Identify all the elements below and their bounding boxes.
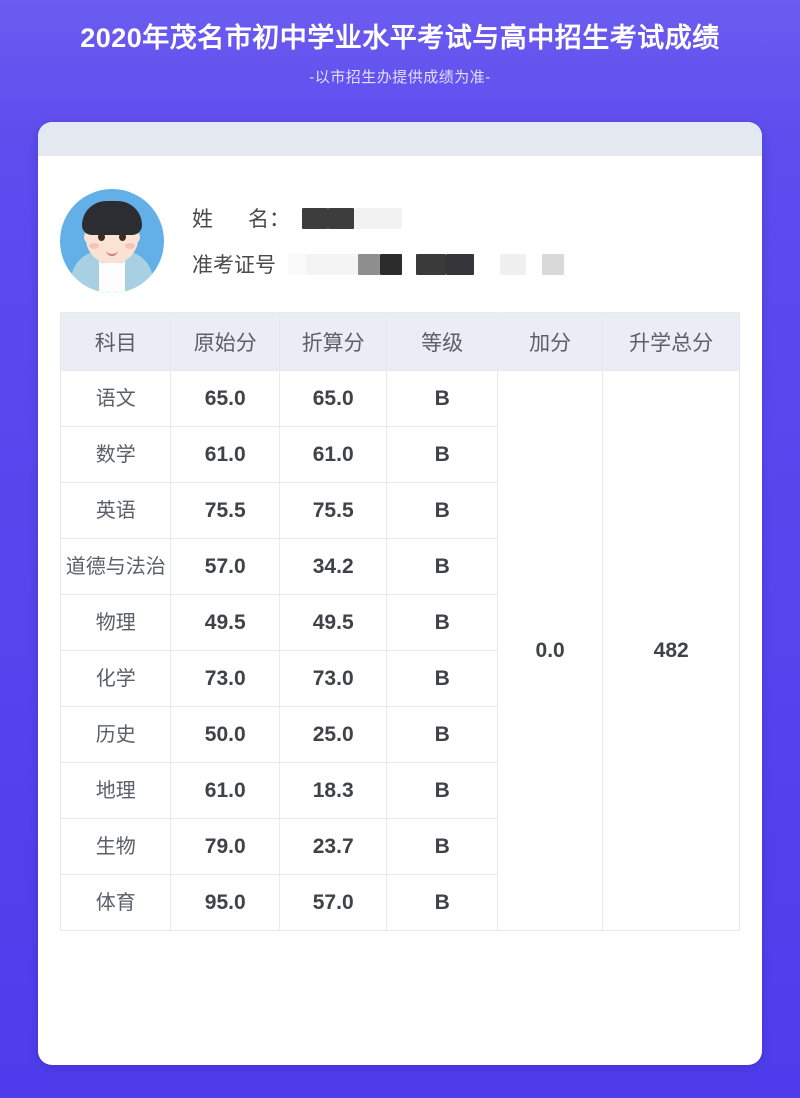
exam-id-redaction-block: [288, 253, 306, 275]
exam-id-redaction-block: [402, 253, 416, 275]
column-header-grade: 等级: [386, 312, 498, 371]
cell-grade: B: [386, 706, 498, 763]
cell-subject: 地理: [59, 762, 172, 819]
card-top-strip: [38, 122, 762, 156]
cell-raw-score: 95.0: [170, 874, 280, 931]
cell-converted-score: 73.0: [278, 650, 388, 707]
page-header: 2020年茂名市初中学业水平考试与高中招生考试成绩 -以市招生办提供成绩为准-: [0, 0, 800, 89]
exam-id-redaction-block: [542, 253, 564, 275]
cell-subject: 历史: [59, 706, 172, 763]
table-row: 道德与法治 57.0 34.2 B: [59, 538, 740, 595]
table-row: 历史 50.0 25.0 B: [59, 706, 740, 763]
student-name-label: 姓 名：: [192, 208, 291, 231]
cell-converted-score: 65.0: [278, 370, 388, 427]
exam-id-redaction-block: [358, 253, 380, 275]
exam-id-redaction-block: [526, 253, 542, 275]
table-row: 化学 73.0 73.0 B: [59, 650, 740, 707]
student-info-block: 姓 名： 准考证号: [38, 156, 762, 306]
cell-subject: 英语: [59, 482, 172, 539]
cell-bonus-total: 0.0: [496, 370, 604, 931]
student-name-redacted-value: [302, 207, 403, 229]
cell-grade: B: [386, 594, 498, 651]
cell-grade: B: [386, 482, 498, 539]
cell-subject: 体育: [59, 874, 172, 931]
page-subtitle: -以市招生办提供成绩为准-: [309, 69, 491, 86]
column-header-converted: 折算分: [278, 312, 388, 371]
cell-grade: B: [386, 538, 498, 595]
exam-id-redaction-block: [474, 253, 500, 275]
exam-id-redaction-block: [306, 253, 358, 275]
cell-grade: B: [386, 370, 498, 427]
cell-grade: B: [386, 762, 498, 819]
cell-converted-score: 61.0: [278, 426, 388, 483]
table-row: 英语 75.5 75.5 B: [59, 482, 740, 539]
cell-converted-score: 57.0: [278, 874, 388, 931]
table-row: 语文 65.0 65.0 B 0.0 482: [59, 370, 740, 931]
cell-converted-score: 75.5: [278, 482, 388, 539]
student-avatar-icon: [60, 189, 164, 293]
cell-converted-score: 25.0: [278, 706, 388, 763]
cell-converted-score: 18.3: [278, 762, 388, 819]
name-redaction-block: [354, 207, 403, 229]
cell-subject: 语文: [59, 370, 172, 427]
score-table-wrapper: 科目 原始分 折算分 等级 加分 升学总分 语文 65.0 65.0 B 0.0 482 数…: [59, 312, 740, 931]
exam-id-redaction-block: [416, 253, 446, 275]
cell-raw-score: 57.0: [170, 538, 280, 595]
cell-converted-score: 23.7: [278, 818, 388, 875]
cell-raw-score: 61.0: [170, 426, 280, 483]
student-name-row: 姓 名：: [192, 203, 742, 233]
exam-id-redaction-block: [446, 253, 474, 275]
cell-raw-score: 49.5: [170, 594, 280, 651]
column-header-bonus: 加分: [496, 312, 604, 371]
cell-subject: 数学: [59, 426, 172, 483]
cell-converted-score: 49.5: [278, 594, 388, 651]
column-header-raw: 原始分: [170, 312, 280, 371]
student-exam-id-label: 准考证号: [192, 254, 276, 277]
cell-grade: B: [386, 426, 498, 483]
cell-raw-score: 75.5: [170, 482, 280, 539]
table-row: 数学 61.0 61.0 B: [59, 426, 740, 483]
page-title: 2020年茂名市初中学业水平考试与高中招生考试成绩: [80, 23, 720, 53]
column-header-total: 升学总分: [602, 312, 740, 371]
name-redaction-block: [328, 207, 355, 229]
table-row: 地理 61.0 18.3 B: [59, 762, 740, 819]
table-row: 生物 79.0 23.7 B: [59, 818, 740, 875]
cell-raw-score: 61.0: [170, 762, 280, 819]
score-card: 姓 名： 准考证号 科目 原始分 折算分 等级 加分: [38, 122, 762, 1065]
table-row: 物理 49.5 49.5 B: [59, 594, 740, 651]
cell-grade: B: [386, 650, 498, 707]
cell-raw-score: 73.0: [170, 650, 280, 707]
cell-raw-score: 65.0: [170, 370, 280, 427]
cell-raw-score: 79.0: [170, 818, 280, 875]
exam-id-redaction-block: [380, 253, 402, 275]
cell-grade: B: [386, 818, 498, 875]
student-exam-id-redacted-value: [288, 253, 564, 275]
cell-admission-total: 482: [602, 370, 740, 931]
cell-subject: 道德与法治: [59, 538, 172, 595]
name-redaction-block: [302, 207, 329, 229]
cell-raw-score: 50.0: [170, 706, 280, 763]
table-row: 体育 95.0 57.0 B: [59, 874, 740, 931]
student-fields: 姓 名： 准考证号: [192, 203, 762, 279]
student-exam-id-row: 准考证号: [192, 249, 742, 279]
exam-id-redaction-block: [500, 253, 526, 275]
table-header-row: 科目 原始分 折算分 等级 加分 升学总分: [59, 312, 740, 371]
column-header-subject: 科目: [59, 312, 172, 371]
cell-subject: 生物: [59, 818, 172, 875]
cell-subject: 化学: [59, 650, 172, 707]
score-table: 科目 原始分 折算分 等级 加分 升学总分 语文 65.0 65.0 B 0.0 482 数…: [59, 312, 740, 931]
cell-grade: B: [386, 874, 498, 931]
cell-subject: 物理: [59, 594, 172, 651]
cell-converted-score: 34.2: [278, 538, 388, 595]
